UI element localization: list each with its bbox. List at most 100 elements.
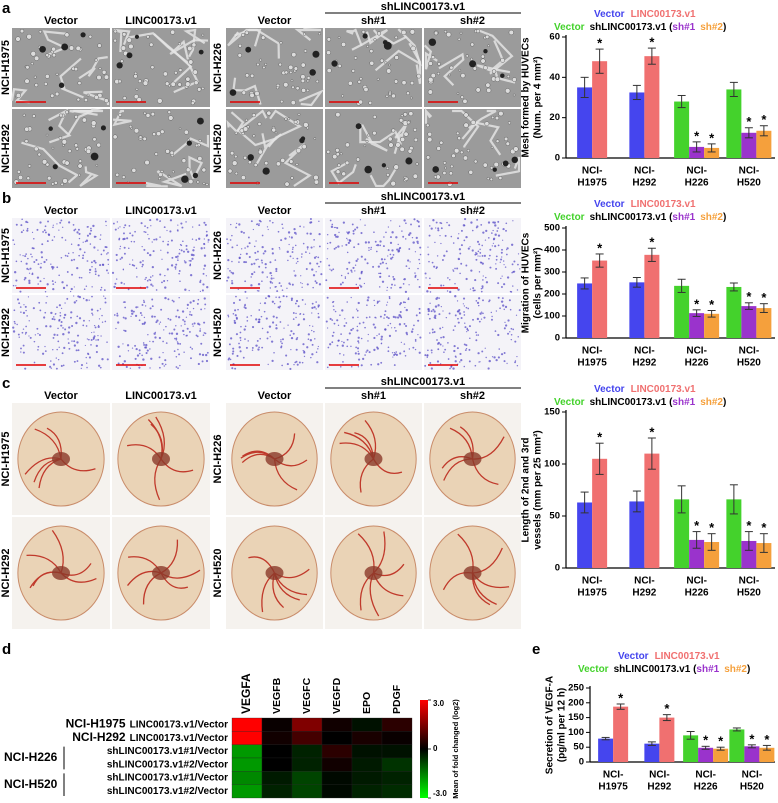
photo-detail: [393, 364, 396, 366]
photo: [325, 109, 422, 188]
column-label: VEGFA: [239, 673, 253, 714]
photo-detail: [359, 284, 361, 287]
photo-detail: [185, 244, 188, 247]
photo-detail: [350, 365, 353, 368]
photo-detail: [439, 221, 442, 224]
photo-detail: [463, 239, 466, 242]
photo-detail: [179, 244, 182, 246]
photo-detail: [383, 258, 386, 261]
photo-detail: [99, 366, 102, 369]
photo-detail: [38, 301, 41, 304]
photo-detail: [302, 343, 305, 346]
photo-detail: [463, 217, 467, 221]
photo-detail: [426, 356, 428, 359]
photo-detail: [76, 231, 79, 234]
photo-detail: [326, 149, 331, 154]
photo-detail: [73, 295, 75, 297]
photo-detail: [175, 366, 178, 368]
photo-detail: [383, 313, 386, 316]
photo-background: [226, 218, 323, 293]
photo-detail: [454, 148, 460, 154]
photo-detail: [42, 231, 44, 233]
photo-detail: [186, 303, 189, 306]
column-header: sh#2: [460, 15, 485, 27]
photo-detail: [266, 337, 269, 340]
photo-detail: [288, 236, 291, 238]
colorbar: [420, 700, 428, 798]
photo-detail: [35, 258, 38, 261]
photo-detail: [295, 233, 297, 235]
photo-detail: [59, 221, 62, 224]
photo-detail: [253, 245, 256, 248]
photo-detail: [97, 325, 100, 329]
photo-detail: [458, 258, 460, 261]
photo-detail: [340, 274, 343, 277]
photo-detail: [463, 343, 466, 346]
photo-detail: [191, 226, 194, 228]
photo-detail: [175, 332, 179, 336]
photo-detail: [54, 181, 58, 185]
photo-detail: [446, 290, 449, 292]
photo-detail: [364, 165, 373, 174]
photo-detail: [307, 338, 310, 341]
photo-detail: [107, 252, 109, 254]
photo-detail: [469, 246, 471, 248]
photo-detail: [473, 159, 478, 164]
photo-detail: [391, 352, 394, 354]
photo-detail: [309, 218, 312, 221]
photo-detail: [332, 154, 338, 160]
photo-detail: [62, 327, 64, 329]
photo-detail: [53, 318, 56, 321]
row-label: NCI-H520: [212, 308, 224, 357]
photo-detail: [171, 170, 175, 174]
photo-detail: [15, 285, 17, 287]
photo-detail: [257, 282, 261, 286]
bar: [592, 458, 608, 568]
photo-detail: [143, 230, 146, 233]
photo-detail: [229, 89, 237, 96]
x-tick-label: NCI-: [686, 346, 707, 357]
photo-detail: [505, 222, 508, 225]
photo-detail: [357, 336, 360, 339]
photo-detail: [74, 228, 77, 231]
error-bar: [692, 141, 701, 153]
photo-detail: [202, 334, 205, 336]
photo-detail: [166, 268, 169, 271]
photo-detail: [290, 297, 294, 300]
photo-detail: [177, 316, 181, 319]
y-tick-label: 0: [555, 153, 560, 164]
y-tick-label: 250: [568, 683, 584, 694]
photo-detail: [372, 265, 375, 268]
photo-detail: [124, 329, 127, 333]
photo-detail: [93, 324, 96, 327]
photo-detail: [354, 352, 357, 355]
photo-detail: [326, 366, 329, 369]
photo-detail: [73, 301, 76, 304]
photo-detail: [444, 348, 447, 351]
photo-detail: [25, 325, 27, 328]
colorbar-tick-label: -3.0: [433, 789, 447, 798]
photo-detail: [367, 133, 371, 137]
photo-detail: [297, 260, 299, 263]
photo-detail: [383, 236, 385, 238]
photo-detail: [158, 356, 161, 359]
photo-detail: [360, 364, 363, 367]
photo-detail: [246, 316, 249, 318]
photo-detail: [445, 250, 448, 253]
legend-group: ): [723, 22, 726, 33]
photo-detail: [24, 367, 27, 370]
photo-detail: [161, 362, 164, 365]
bar: [644, 56, 660, 158]
photo-detail: [284, 237, 287, 240]
photo-detail: [365, 139, 369, 143]
photo-detail: [456, 347, 459, 350]
photo-detail: [115, 259, 118, 262]
column-header: sh#1: [361, 205, 386, 217]
photo-detail: [169, 230, 172, 233]
photo-detail: [289, 70, 293, 74]
photo-detail: [312, 325, 314, 327]
photo-detail: [248, 255, 251, 259]
photo-detail: [28, 281, 31, 285]
photo-detail: [357, 350, 359, 353]
photo-detail: [113, 29, 118, 34]
